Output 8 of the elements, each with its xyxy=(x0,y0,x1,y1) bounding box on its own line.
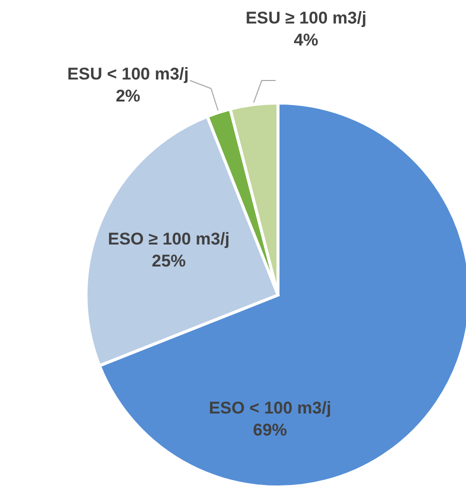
data-label: 4% xyxy=(294,30,318,50)
data-label: 69% xyxy=(252,420,288,440)
slice-label: ESO < 100 m3/j xyxy=(208,398,332,418)
data-label: 2% xyxy=(116,86,140,106)
data-label: 25% xyxy=(152,251,186,270)
slice-label: ESU ≥ 100 m3/j xyxy=(246,8,366,28)
slice-label: ESO ≥ 100 m3/j xyxy=(108,229,230,248)
slice-label: ESU < 100 m3/j xyxy=(67,64,189,84)
